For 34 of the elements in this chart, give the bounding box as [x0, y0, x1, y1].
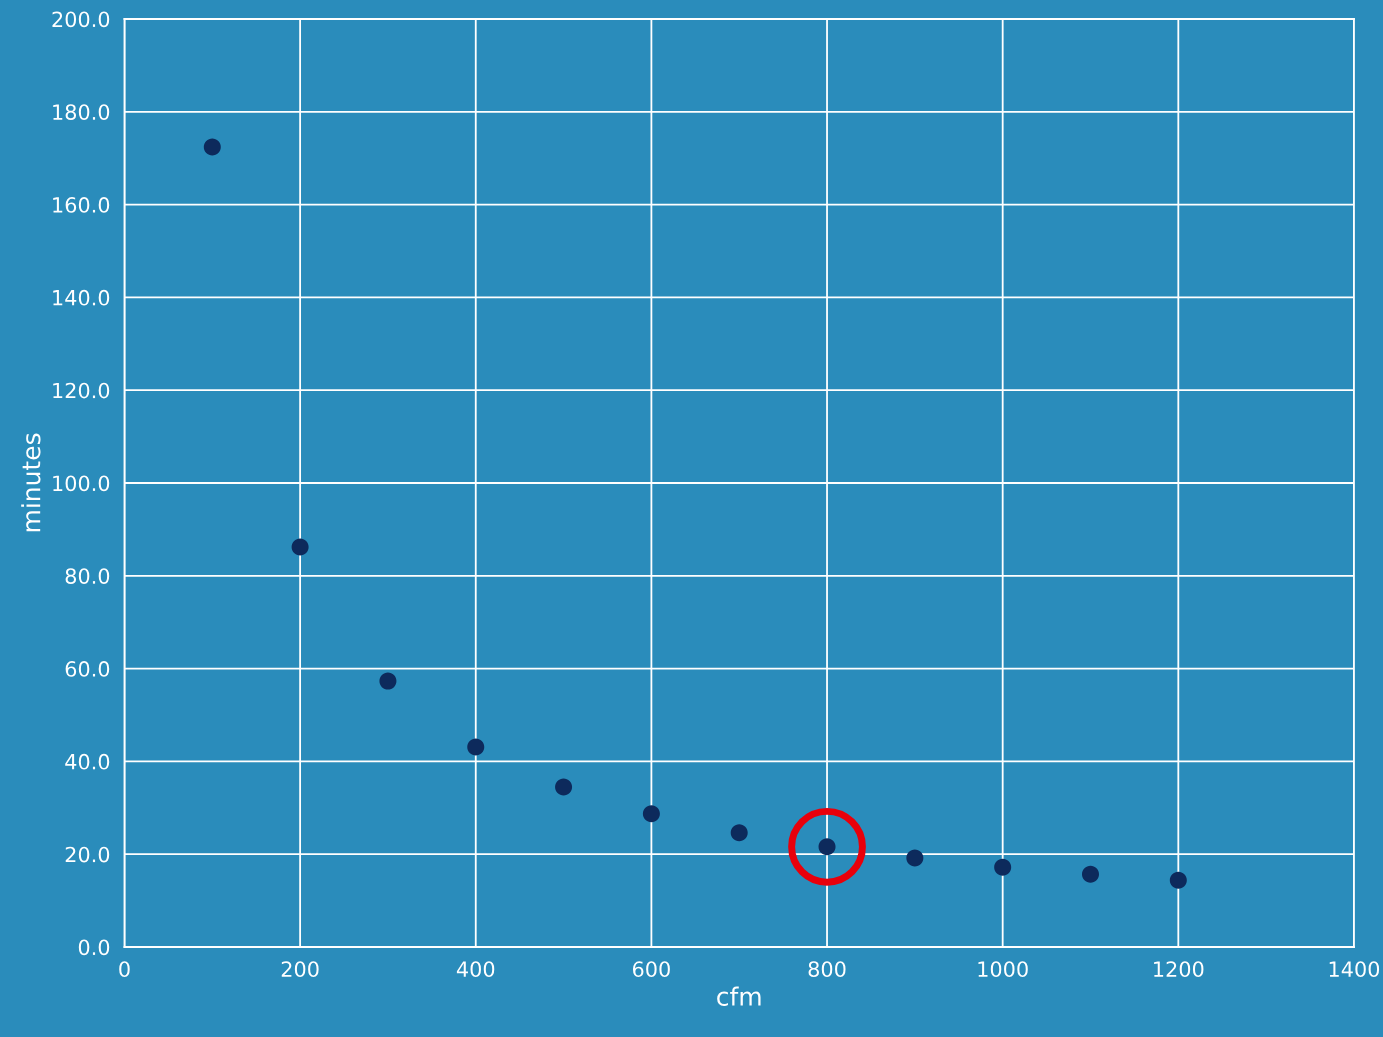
point [379, 672, 397, 690]
y-tick-label: 80.0 [65, 568, 110, 584]
x-tick-label: 1400 [1329, 961, 1380, 977]
x-tick-label: 600 [632, 961, 670, 977]
point [994, 858, 1012, 876]
y-tick-label: 180.0 [53, 104, 110, 120]
x-axis-title: cfm [717, 986, 761, 1006]
point [291, 538, 309, 556]
point [1081, 865, 1099, 883]
point [642, 805, 660, 823]
y-tick-label: 20.0 [65, 846, 110, 863]
y-tick-label: 140.0 [53, 289, 110, 306]
y-tick-label: 100.0 [53, 475, 110, 492]
point [788, 807, 866, 886]
y-tick-label: 120.0 [53, 382, 110, 399]
point [730, 824, 748, 842]
y-tick-label: 200.0 [52, 11, 110, 28]
point [203, 138, 221, 156]
point [555, 778, 573, 796]
x-tick-label: 0 [119, 961, 130, 977]
y-tick-label: 60.0 [65, 661, 110, 677]
y-axis-title: minutes [21, 433, 41, 532]
x-tick-label: 400 [456, 961, 495, 977]
y-tick-label: 40.0 [65, 753, 110, 770]
point [1169, 871, 1187, 889]
point [818, 838, 836, 856]
x-tick-label: 200 [281, 961, 319, 977]
point [467, 738, 485, 756]
y-tick-label: 160.0 [53, 197, 110, 213]
y-tick-label: 0.0 [78, 939, 110, 956]
x-tick-label: 1200 [1154, 961, 1204, 977]
x-tick-label: 1000 [978, 961, 1028, 977]
x-tick-label: 800 [808, 961, 846, 977]
point [906, 849, 924, 867]
